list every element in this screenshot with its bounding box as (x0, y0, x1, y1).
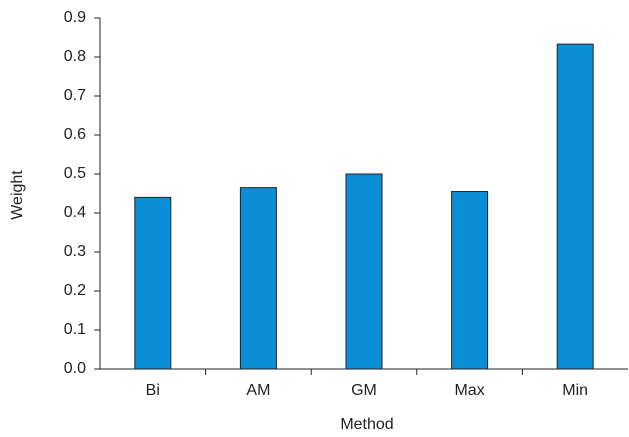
y-tick-label: 0.3 (64, 243, 86, 260)
bar (556, 43, 594, 370)
y-tick-label: 0.4 (64, 204, 86, 221)
bar (345, 173, 383, 370)
y-tick-label: 0.8 (64, 48, 86, 65)
y-axis-label: Weight (9, 170, 26, 220)
x-tick-label: AM (246, 382, 270, 399)
y-tick-label: 0.5 (64, 165, 86, 182)
bar (451, 191, 489, 370)
x-tick-label: Bi (146, 382, 160, 399)
y-tick-label: 0.7 (64, 87, 86, 104)
bar (134, 196, 172, 370)
y-tick-label: 0.9 (64, 9, 86, 26)
y-tick-label: 0.6 (64, 126, 86, 143)
bar (239, 187, 277, 370)
x-tick-label: GM (351, 382, 377, 399)
x-tick-label: Max (454, 382, 484, 399)
y-tick-label: 0.2 (64, 282, 86, 299)
y-tick-label: 0.0 (64, 360, 86, 377)
x-tick-label: Min (562, 382, 588, 399)
y-tick-label: 0.1 (64, 321, 86, 338)
x-axis-label: Method (340, 416, 393, 433)
